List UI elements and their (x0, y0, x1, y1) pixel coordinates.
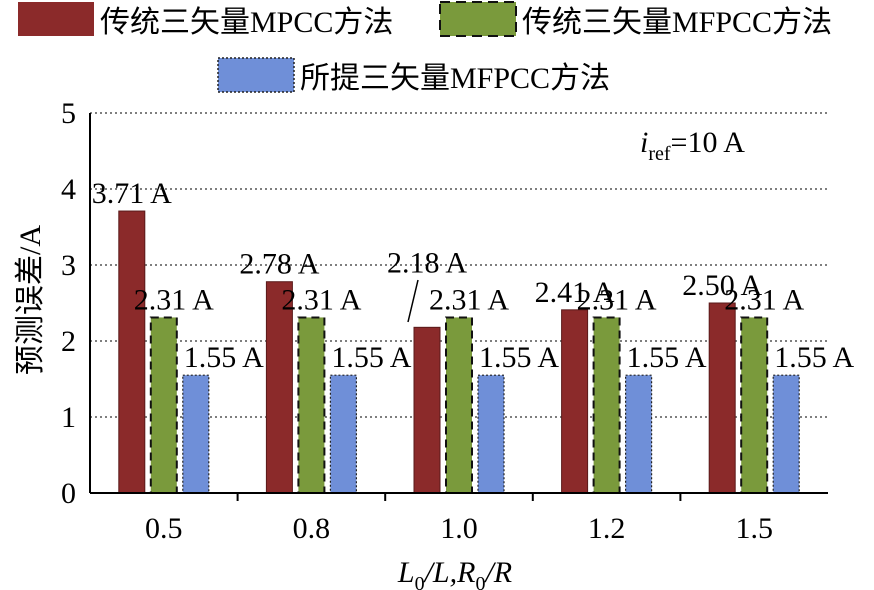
legend: 传统三矢量MPCC方法 传统三矢量MFPCC方法 所提三矢量MFPCC方法 (18, 1, 832, 95)
label-leader-line (407, 279, 419, 323)
data-label-mfpcc: 2.31 A (577, 283, 657, 316)
bar-mfpcc (297, 316, 326, 494)
y-tick-label: 2 (61, 325, 76, 358)
y-axis-label: 预测误差/A (14, 225, 47, 375)
x-tick-label: 0.5 (145, 512, 183, 545)
bar-mpcc (265, 281, 293, 494)
bar-mpcc (561, 309, 589, 494)
axes: 0 1 2 3 4 5 0.5 0.8 1.0 1.2 1.5 (61, 97, 828, 545)
data-label-proposed: 1.55 A (774, 341, 854, 374)
bar-mpcc (413, 326, 441, 494)
bar-mfpcc (740, 316, 769, 494)
legend-swatch-proposed (217, 57, 295, 93)
y-tick-label: 1 (61, 401, 76, 434)
bar-proposed (624, 374, 653, 494)
bar-mpcc (708, 302, 736, 494)
data-label-mfpcc: 2.31 A (281, 283, 361, 316)
bar-proposed (182, 374, 210, 494)
x-tick-label: 0.8 (293, 512, 331, 545)
bar-mpcc (118, 210, 146, 494)
data-label-proposed: 1.55 A (627, 341, 707, 374)
data-label-mfpcc: 2.31 A (724, 283, 804, 316)
gridlines (90, 112, 828, 418)
x-tick-label: 1.2 (588, 512, 626, 545)
bar-proposed (772, 374, 800, 494)
x-tick-label: 1.0 (440, 512, 478, 545)
data-label-mpcc: 2.50 A (682, 269, 762, 302)
data-label-proposed: 1.55 A (479, 341, 559, 374)
bar-mfpcc (149, 316, 178, 494)
data-label-proposed: 1.55 A (184, 341, 264, 374)
legend-swatch-mfpcc (439, 1, 517, 37)
bar-mfpcc (592, 316, 621, 494)
y-tick-label: 5 (61, 97, 76, 130)
data-label-mpcc: 3.71 A (92, 177, 172, 210)
data-label-mpcc: 2.78 A (239, 248, 319, 281)
data-label-mfpcc: 2.31 A (429, 283, 509, 316)
data-label-mpcc: 2.41 A (535, 276, 615, 309)
data-label-mpcc: 2.18 A (387, 246, 467, 279)
legend-label-proposed: 所提三矢量MFPCC方法 (300, 62, 610, 95)
legend-swatch-mpcc (18, 2, 94, 36)
data-label-proposed: 1.55 A (331, 341, 411, 374)
legend-label-mpcc: 传统三矢量MPCC方法 (100, 6, 393, 39)
iref-annotation: iref=10 A (640, 126, 745, 165)
y-tick-label: 0 (61, 477, 76, 510)
x-axis-label: L0/L,R0/R (397, 556, 512, 590)
x-tick-label: 1.5 (735, 512, 773, 545)
bar-proposed (477, 374, 505, 494)
y-tick-label: 4 (61, 173, 76, 206)
bars: 3.71 A2.31 A1.55 A2.78 A2.31 A1.55 A2.18… (92, 177, 855, 494)
data-label-mfpcc: 2.31 A (134, 283, 214, 316)
y-tick-label: 3 (61, 249, 76, 282)
legend-label-mfpcc: 传统三矢量MFPCC方法 (522, 6, 832, 39)
bar-mfpcc (445, 316, 473, 494)
bar-proposed (329, 374, 357, 494)
